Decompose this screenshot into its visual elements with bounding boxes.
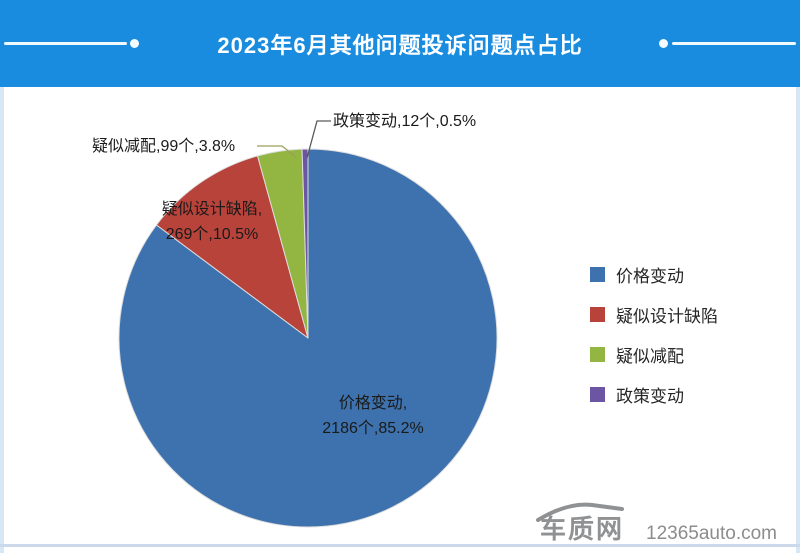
pie-label-price-line2: 2186个,85.2% xyxy=(322,420,424,437)
chart-legend: 价格变动 疑似设计缺陷 疑似减配 政策变动 xyxy=(590,254,718,414)
car-swoosh-icon xyxy=(536,502,624,522)
legend-label-reduction: 疑似减配 xyxy=(616,346,684,366)
pie-label-policy: 政策变动,12个,0.5% xyxy=(333,113,477,130)
title-left-dot xyxy=(130,39,139,48)
legend-item-design: 疑似设计缺陷 xyxy=(590,294,718,334)
pie-label-design-line2: 269个,10.5% xyxy=(165,226,259,243)
pie-label-design-line1: 疑似设计缺陷, xyxy=(161,201,263,218)
title-left-line xyxy=(4,42,127,45)
pie-slice-3 xyxy=(301,148,309,339)
legend-item-policy: 政策变动 xyxy=(590,374,718,414)
leader-line-reduction xyxy=(257,145,297,158)
pie-label-reduction: 疑似减配,99个,3.8% xyxy=(92,138,236,155)
watermark: 车质网 12365auto.com xyxy=(534,500,794,548)
watermark-site-text: 12365auto.com xyxy=(646,523,777,544)
legend-item-reduction: 疑似减配 xyxy=(590,334,718,374)
page-title: 2023年6月其他问题投诉问题点占比 xyxy=(217,32,583,58)
legend-swatch-design xyxy=(590,306,605,322)
page-edge-left xyxy=(0,87,4,553)
pie-label-price-line1: 价格变动, xyxy=(338,395,408,412)
legend-label-policy: 政策变动 xyxy=(616,386,684,406)
pie-label-price: 价格变动, 2186个,85.2% xyxy=(292,391,454,441)
title-right-line xyxy=(672,42,796,45)
header-banner: 2023年6月其他问题投诉问题点占比 xyxy=(0,0,800,87)
watermark-logo-text: 车质网 xyxy=(540,514,625,544)
page-bottom-line xyxy=(0,544,800,547)
legend-label-design: 疑似设计缺陷 xyxy=(616,306,718,326)
pie-label-design: 疑似设计缺陷, 269个,10.5% xyxy=(127,197,297,247)
legend-swatch-reduction xyxy=(590,346,605,362)
title-right-dot xyxy=(659,39,668,48)
page-edge-right xyxy=(796,87,800,553)
legend-label-price: 价格变动 xyxy=(616,266,684,286)
legend-item-price: 价格变动 xyxy=(590,254,718,294)
watermark-logo: 车质网 xyxy=(534,500,640,548)
leader-line-policy xyxy=(306,120,331,159)
legend-swatch-policy xyxy=(590,386,605,402)
legend-swatch-price xyxy=(590,266,605,282)
